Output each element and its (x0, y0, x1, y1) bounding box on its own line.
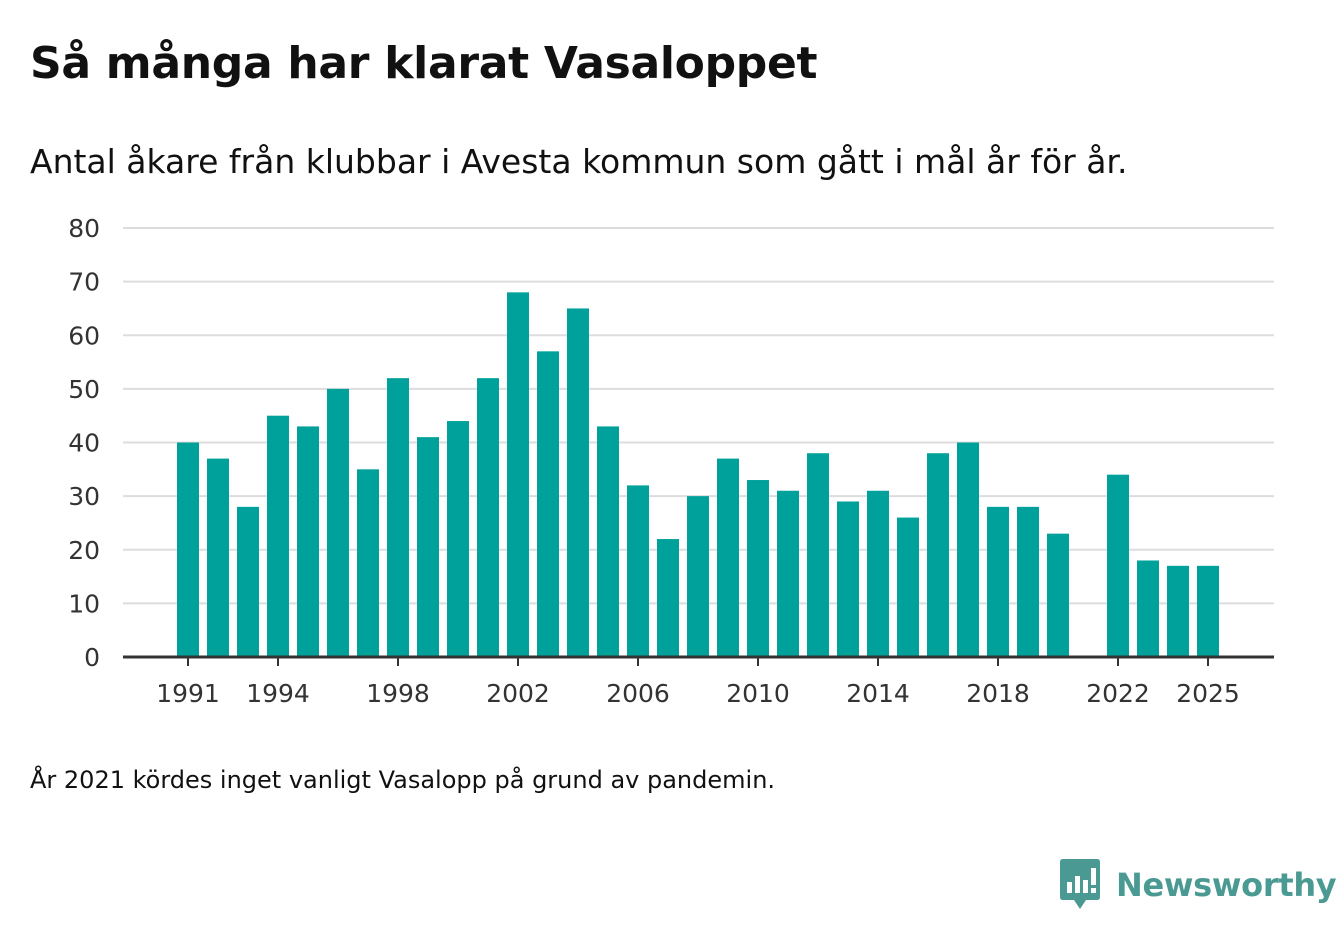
bar-2025 (1197, 565, 1219, 657)
chart-title: Så många har klarat Vasaloppet (30, 38, 818, 89)
x-tick-label-2025: 2025 (1176, 679, 1240, 708)
bar-2012 (807, 453, 829, 657)
bar-2006 (627, 485, 649, 657)
newsworthy-logo-icon (1060, 859, 1100, 909)
chart-footnote: År 2021 kördes inget vanligt Vasalopp på… (30, 766, 776, 794)
bar-2000 (447, 421, 469, 657)
y-tick-label-40: 40 (68, 429, 100, 458)
bar-1994 (267, 415, 289, 657)
bar-2009 (717, 458, 739, 657)
y-tick-label-50: 50 (68, 375, 100, 404)
bar-2001 (477, 378, 499, 657)
bar-1991 (177, 442, 199, 657)
x-tick-label-2018: 2018 (966, 679, 1030, 708)
bar-1993 (237, 506, 259, 657)
bar-2008 (687, 496, 709, 657)
bar-2018 (987, 506, 1009, 657)
bar-2019 (1017, 506, 1039, 657)
bar-2024 (1167, 565, 1189, 657)
brand-logo: Newsworthy (1060, 858, 1337, 912)
bar-2014 (867, 490, 889, 657)
x-tick-label-2022: 2022 (1086, 679, 1150, 708)
bar-1996 (327, 388, 349, 657)
bar-2023 (1137, 560, 1159, 657)
y-tick-label-70: 70 (68, 268, 100, 297)
bar-2002 (507, 292, 529, 657)
bar-2022 (1107, 474, 1129, 657)
y-tick-label-10: 10 (68, 589, 100, 618)
bar-2004 (567, 308, 589, 657)
bar-2011 (777, 490, 799, 657)
bar-2017 (957, 442, 979, 657)
x-tick-label-2010: 2010 (726, 679, 790, 708)
y-tick-label-30: 30 (68, 482, 100, 511)
chart-subtitle: Antal åkare från klubbar i Avesta kommun… (30, 142, 1128, 181)
x-tick-label-2002: 2002 (486, 679, 550, 708)
bar-1999 (417, 437, 439, 657)
brand-name: Newsworthy (1116, 866, 1337, 904)
bar-2015 (897, 517, 919, 657)
bar-chart: 0 10 20 30 40 50 60 70 80 1991 1994 1998 2002 2006 201… (68, 214, 1274, 708)
y-tick-label-20: 20 (68, 536, 100, 565)
bar-2016 (927, 453, 949, 657)
bar-2005 (597, 426, 619, 657)
x-tick-label-1998: 1998 (366, 679, 430, 708)
y-tick-label-60: 60 (68, 321, 100, 350)
x-tick-label-2014: 2014 (846, 679, 910, 708)
x-tick-label-1994: 1994 (246, 679, 310, 708)
bar-1992 (207, 458, 229, 657)
y-tick-label-80: 80 (68, 214, 100, 243)
bar-1997 (357, 469, 379, 657)
bar-2007 (657, 539, 679, 657)
bar-1995 (297, 426, 319, 657)
x-tick-label-2006: 2006 (606, 679, 670, 708)
bar-2003 (537, 351, 559, 657)
bar-2013 (837, 501, 859, 657)
bar-2020 (1047, 533, 1069, 657)
y-tick-label-0: 0 (84, 643, 100, 672)
bar-2010 (747, 480, 769, 657)
bar-1998 (387, 378, 409, 657)
x-tick-label-1991: 1991 (156, 679, 220, 708)
